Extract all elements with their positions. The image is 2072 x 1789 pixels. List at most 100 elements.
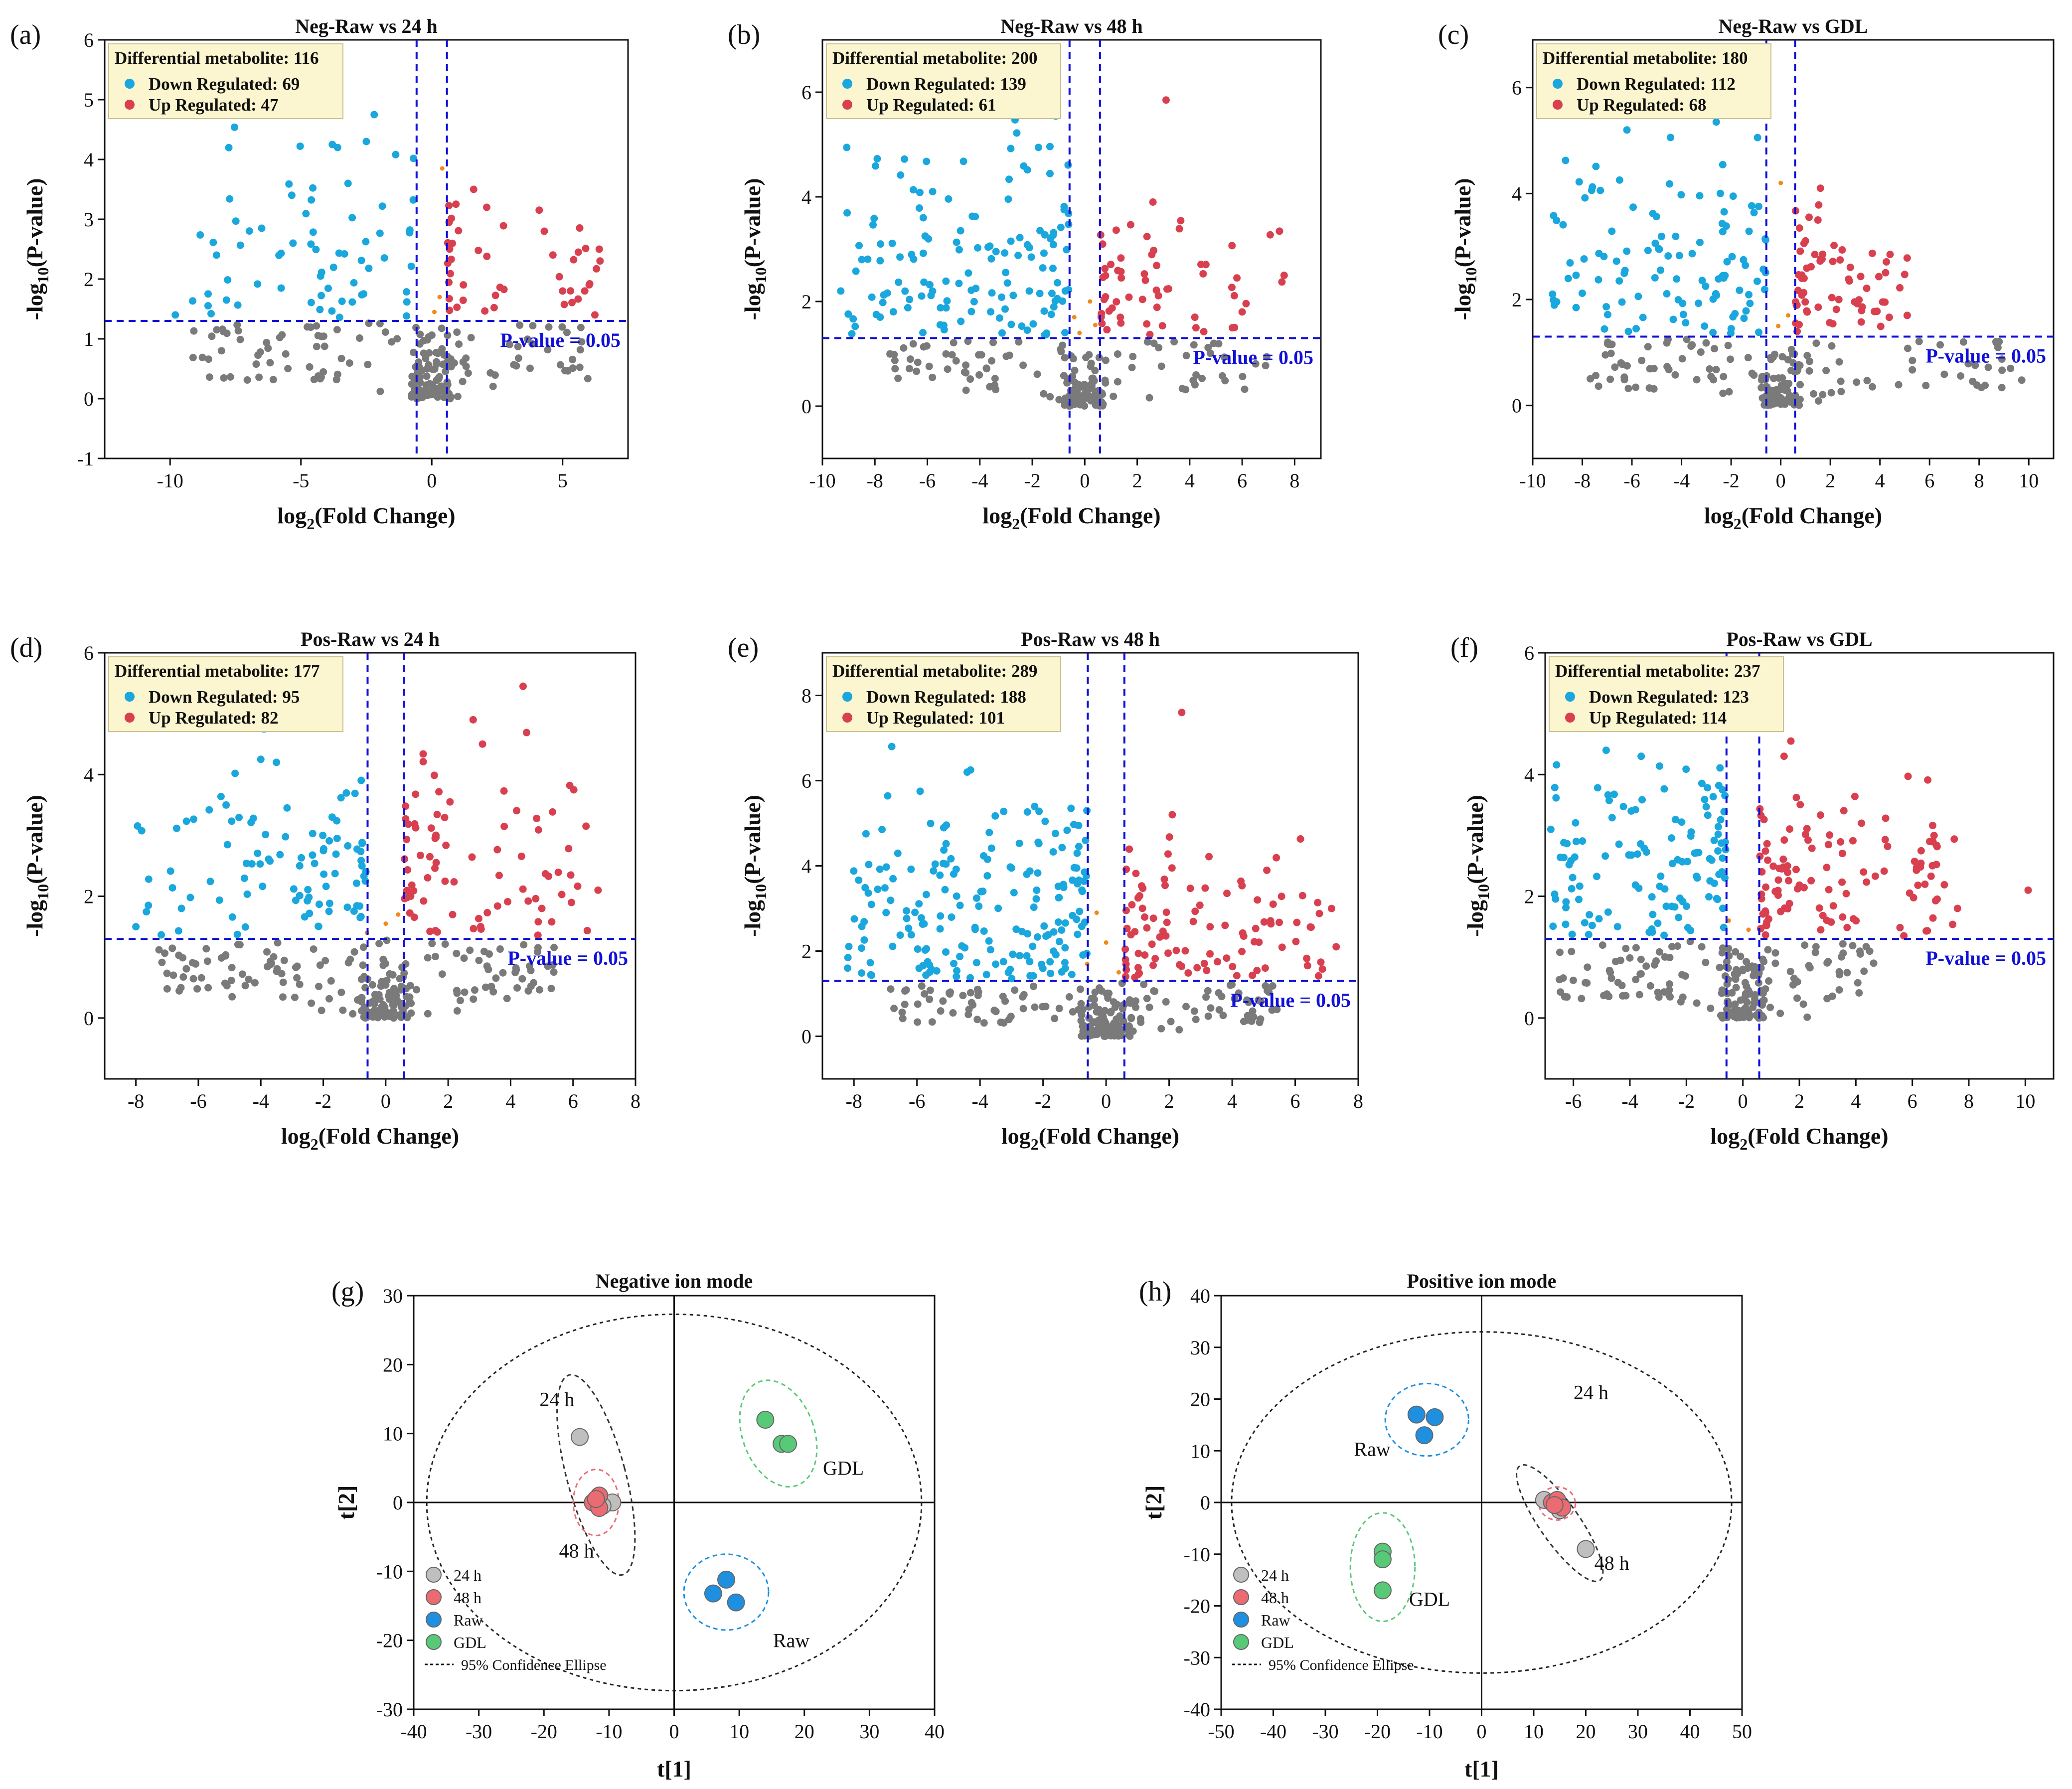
legend-box — [108, 43, 343, 119]
ns-point — [373, 992, 381, 1000]
down-regulated-point — [1575, 178, 1583, 186]
up-regulated-point — [549, 808, 557, 816]
ns-point — [1078, 1032, 1086, 1040]
up-regulated-point — [567, 287, 575, 295]
up-regulated-point — [1839, 913, 1847, 921]
ns-point — [432, 360, 440, 368]
ns-point — [487, 982, 495, 990]
ns-point — [914, 1018, 922, 1026]
down-regulated-point — [1029, 972, 1037, 980]
up-regulated-point — [1251, 938, 1259, 946]
ns-point — [962, 361, 970, 369]
down-regulated-point — [1039, 964, 1047, 972]
down-regulated-point — [903, 907, 911, 915]
up-regulated-point — [1238, 947, 1246, 955]
down-regulated-point — [273, 758, 281, 766]
ns-point — [1190, 1007, 1198, 1015]
up-regulated-point — [1292, 937, 1300, 945]
ns-point — [1132, 1003, 1140, 1011]
ns-point — [512, 966, 520, 974]
down-regulated-point — [1649, 910, 1657, 918]
up-regulated-point — [1101, 265, 1109, 273]
up-regulated-point — [1327, 904, 1335, 912]
ns-point — [345, 359, 353, 367]
x-tick-label: 2 — [443, 1090, 453, 1112]
ns-point — [891, 365, 899, 373]
x-tick-label: -4 — [253, 1090, 269, 1112]
ns-point — [269, 376, 277, 384]
ns-point — [514, 354, 522, 362]
down-regulated-point — [1020, 162, 1028, 170]
x-tick-label: 2 — [1825, 469, 1835, 492]
ns-point — [1718, 949, 1726, 957]
ns-point — [1626, 954, 1634, 962]
x-tick-label: 4 — [505, 1090, 515, 1112]
up-regulated-point — [1823, 864, 1831, 872]
up-regulated-point — [1761, 907, 1769, 915]
ns-point — [158, 958, 166, 966]
down-regulated-point — [1679, 299, 1687, 307]
down-regulated-point — [1693, 874, 1701, 882]
ns-point — [1663, 339, 1671, 347]
down-regulated-point — [1026, 958, 1034, 966]
down-regulated-point — [1049, 848, 1057, 856]
down-regulated-point — [1007, 320, 1015, 328]
down-regulated-point — [1602, 303, 1610, 311]
down-regulated-point — [903, 914, 911, 922]
up-regulated-point — [1843, 923, 1851, 931]
up-regulated-point — [1221, 921, 1229, 929]
up-regulated-point — [1126, 221, 1134, 229]
down-regulated-point — [1753, 277, 1761, 285]
ns-point — [1105, 989, 1113, 997]
ns-point — [1998, 384, 2006, 392]
up-regulated-point — [582, 245, 590, 253]
ns-point — [1757, 989, 1765, 997]
panel-tag: (g) — [331, 1276, 364, 1307]
ns-point — [1646, 365, 1654, 373]
x-tick-label: -5 — [293, 469, 309, 492]
y-axis-title: -log10(P-value) — [22, 178, 52, 320]
x-tick-label: -4 — [1621, 1090, 1638, 1112]
x-tick-label: 2 — [1164, 1090, 1174, 1112]
down-regulated-point — [956, 227, 964, 235]
panel-tag: (b) — [728, 19, 760, 50]
ns-point — [423, 372, 431, 380]
down-regulated-point — [177, 904, 185, 912]
down-regulated-point — [998, 293, 1006, 301]
x-tick-label: 50 — [1732, 1720, 1752, 1743]
ns-point — [1257, 998, 1265, 1006]
ns-point — [1697, 348, 1705, 356]
x-tick-label: 30 — [859, 1720, 879, 1743]
ns-point — [252, 360, 260, 368]
ns-point — [197, 974, 205, 982]
down-regulated-point — [1634, 293, 1642, 300]
up-regulated-point — [1816, 184, 1824, 192]
down-regulated-point — [1723, 258, 1731, 266]
down-regulated-point — [1716, 189, 1724, 197]
ns-point — [359, 961, 367, 969]
ns-point — [496, 945, 504, 953]
ns-point — [536, 986, 544, 994]
y-tick-label: 6 — [1524, 642, 1534, 664]
up-regulated-point — [567, 898, 575, 906]
ns-point — [1688, 341, 1696, 349]
down-regulated-point — [206, 878, 214, 886]
down-regulated-point — [1715, 781, 1723, 789]
down-regulated-point — [1679, 310, 1687, 318]
ns-point — [1127, 1014, 1135, 1022]
ns-point — [280, 956, 288, 964]
up-regulated-point — [426, 853, 434, 861]
ns-point — [1078, 400, 1086, 408]
y-tick-label: -20 — [1184, 1595, 1210, 1618]
up-regulated-point — [1140, 270, 1148, 278]
up-regulated-point — [1151, 955, 1159, 963]
down-regulated-point — [305, 894, 313, 901]
down-regulated-point — [1054, 918, 1062, 926]
up-regulated-point — [1774, 891, 1782, 899]
ns-point — [1998, 355, 2006, 363]
ns-point — [1805, 367, 1813, 375]
down-regulated-point — [905, 924, 913, 932]
ns-point — [392, 991, 400, 999]
ns-point — [1086, 382, 1094, 390]
up-regulated-point — [1871, 872, 1879, 880]
